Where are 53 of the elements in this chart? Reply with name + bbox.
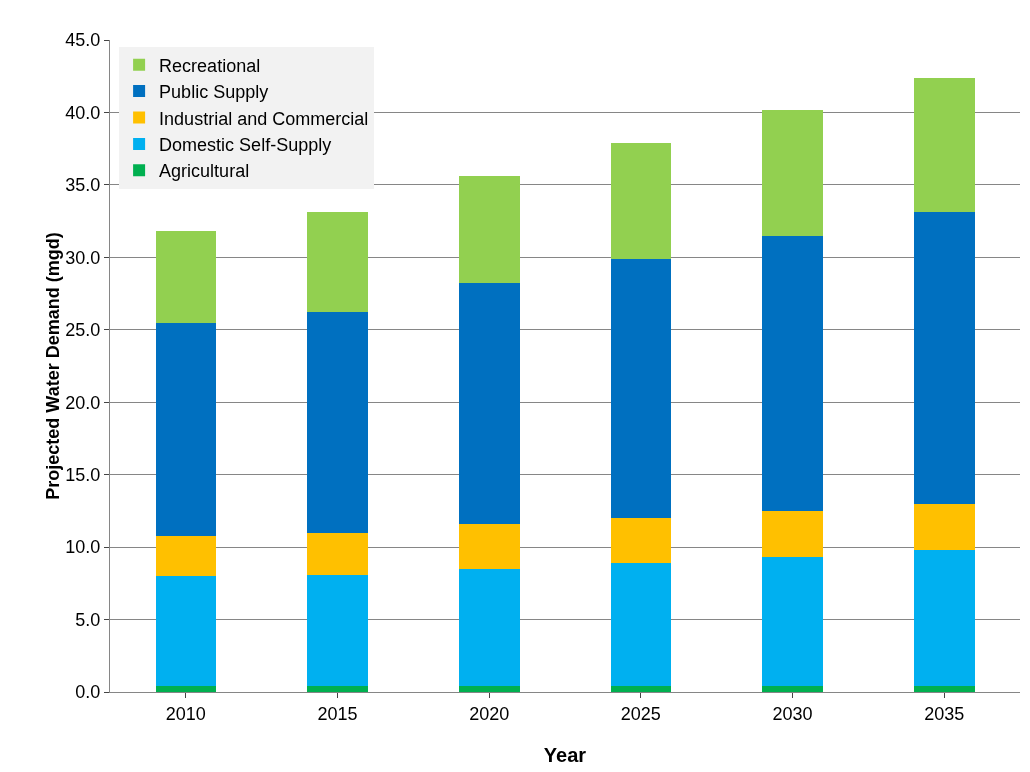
bar [155,576,217,687]
legend-label: Industrial and Commercial [159,108,369,129]
bar [155,535,217,577]
bar [307,212,368,313]
y-tick-label: 35.0 [65,175,101,196]
legend-label: Recreational [159,55,261,76]
x-tick-label: 2010 [165,703,206,724]
bar [307,686,368,692]
bar [762,686,823,692]
x-axis-title: Year [543,744,587,766]
legend-label: Agricultural [159,161,250,182]
bar [307,312,368,533]
bar [610,258,672,519]
bar [762,109,823,236]
legend-label: Public Supply [159,82,269,103]
bar [155,686,217,692]
x-tick-label: 2030 [772,703,813,724]
bar [458,176,520,284]
bar [155,322,217,536]
bar [458,283,520,524]
bar [913,550,975,687]
y-tick-label: 10.0 [65,537,101,558]
x-tick-label: 2020 [469,703,510,724]
bar [458,686,520,692]
bar [458,568,520,687]
x-tick-label: 2035 [924,703,965,724]
bar [762,557,823,687]
x-tick-label: 2025 [620,703,661,724]
y-tick-label: 45.0 [65,30,101,51]
bar [762,510,823,558]
bar [762,235,823,511]
legend-label: Domestic Self-Supply [159,134,332,155]
y-axis-title: Projected Water Demand (mgd) [43,232,64,500]
y-tick-label: 5.0 [75,609,101,630]
bar [610,518,672,564]
y-tick-label: 40.0 [65,102,101,123]
x-tick-label: 2015 [317,703,358,724]
bar [458,523,520,569]
bar [307,574,368,687]
bar [913,77,975,213]
y-tick-label: 15.0 [65,464,101,485]
y-tick-label: 0.0 [75,682,101,703]
bar [610,686,672,692]
y-tick-label: 30.0 [65,247,101,268]
bar [610,142,672,259]
bar [610,563,672,687]
bar [155,231,217,323]
y-tick-label: 20.0 [65,392,101,413]
y-tick-label: 25.0 [65,320,101,341]
bar [913,212,975,504]
bar [913,503,975,551]
bar [307,532,368,575]
bar [913,686,975,692]
